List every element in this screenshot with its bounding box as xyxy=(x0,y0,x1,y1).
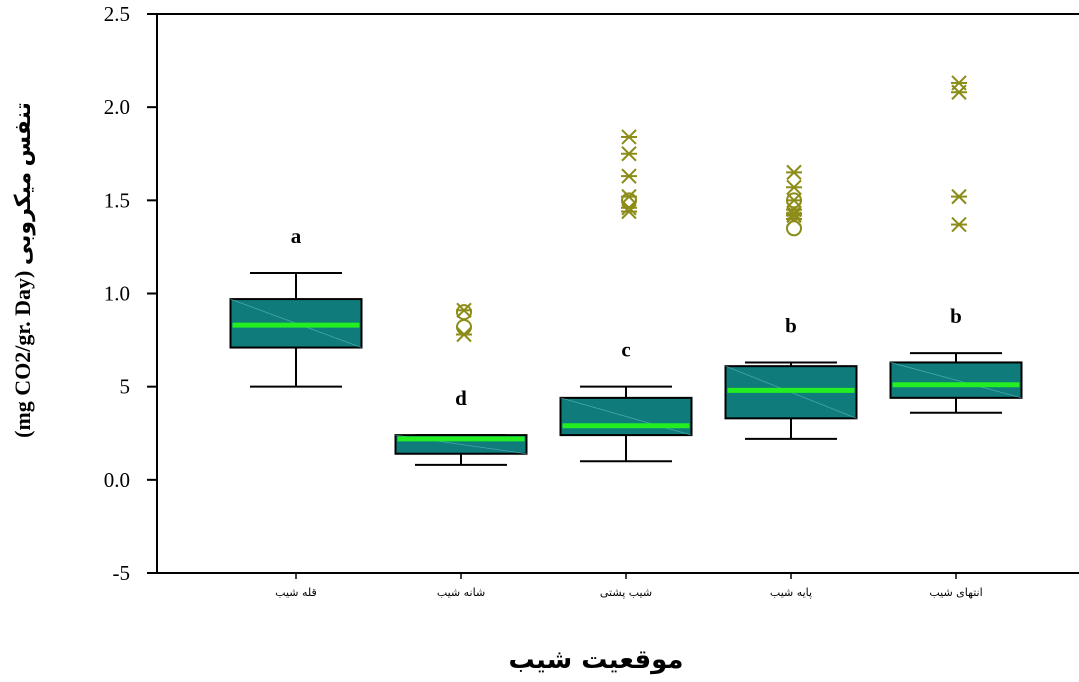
y-tick-label: 0.0 xyxy=(104,468,130,492)
y-tick-label: 2.0 xyxy=(104,95,130,119)
group-letter: b xyxy=(785,313,797,337)
group-letter: a xyxy=(291,224,302,248)
y-tick-label: 5 xyxy=(120,375,131,399)
box-1: a xyxy=(229,224,363,388)
y-axis: 2.5 2.0 1.5 1.0 5 0.0 -5 xyxy=(104,2,157,585)
group-letter: c xyxy=(621,338,630,362)
x-axis-title: موقعیت شیب xyxy=(509,645,684,675)
box-hatch xyxy=(890,362,1022,399)
extreme-marker xyxy=(621,188,637,205)
extreme-marker xyxy=(951,188,967,205)
box-4: b xyxy=(724,164,858,440)
y-axis-title: (mg CO2/gr. Day) تنفس میکروبی xyxy=(10,102,36,438)
box-2: d xyxy=(394,302,528,466)
extreme-marker xyxy=(951,84,967,100)
y-tick-label: 1.0 xyxy=(104,282,130,306)
box-3: c xyxy=(559,129,693,463)
x-tick-label: انتهای شیب xyxy=(929,586,982,599)
x-tick-label: قله شیب xyxy=(275,586,317,599)
extreme-marker xyxy=(621,146,637,162)
box-5: b xyxy=(889,75,1023,414)
extreme-marker xyxy=(621,129,637,145)
x-tick-label: شانه شیب xyxy=(437,586,485,599)
extreme-marker xyxy=(456,302,472,318)
y-tick-label: -5 xyxy=(113,561,131,585)
extreme-marker xyxy=(951,216,967,233)
box-hatch xyxy=(560,397,692,436)
x-axis: قله شیب شانه شیب شیب پشتی پایه شیب انتهای شی… xyxy=(275,573,983,599)
extreme-marker xyxy=(456,326,472,343)
outlier-marker xyxy=(456,304,472,321)
outlier-marker xyxy=(456,319,472,336)
x-tick-label: پایه شیب xyxy=(770,586,812,599)
y-tick-label: 2.5 xyxy=(104,2,130,26)
boxes-layer: a d c b b xyxy=(229,75,1023,466)
y-tick-label: 1.5 xyxy=(104,188,130,212)
extreme-marker xyxy=(621,168,637,184)
group-letter: b xyxy=(950,304,962,328)
extreme-marker xyxy=(786,179,802,195)
extreme-marker xyxy=(786,211,802,227)
extreme-marker xyxy=(621,203,637,220)
group-letter: d xyxy=(455,386,467,410)
outlier-marker xyxy=(786,220,802,237)
extreme-marker xyxy=(786,164,802,181)
x-tick-label: شیب پشتی xyxy=(600,586,652,599)
